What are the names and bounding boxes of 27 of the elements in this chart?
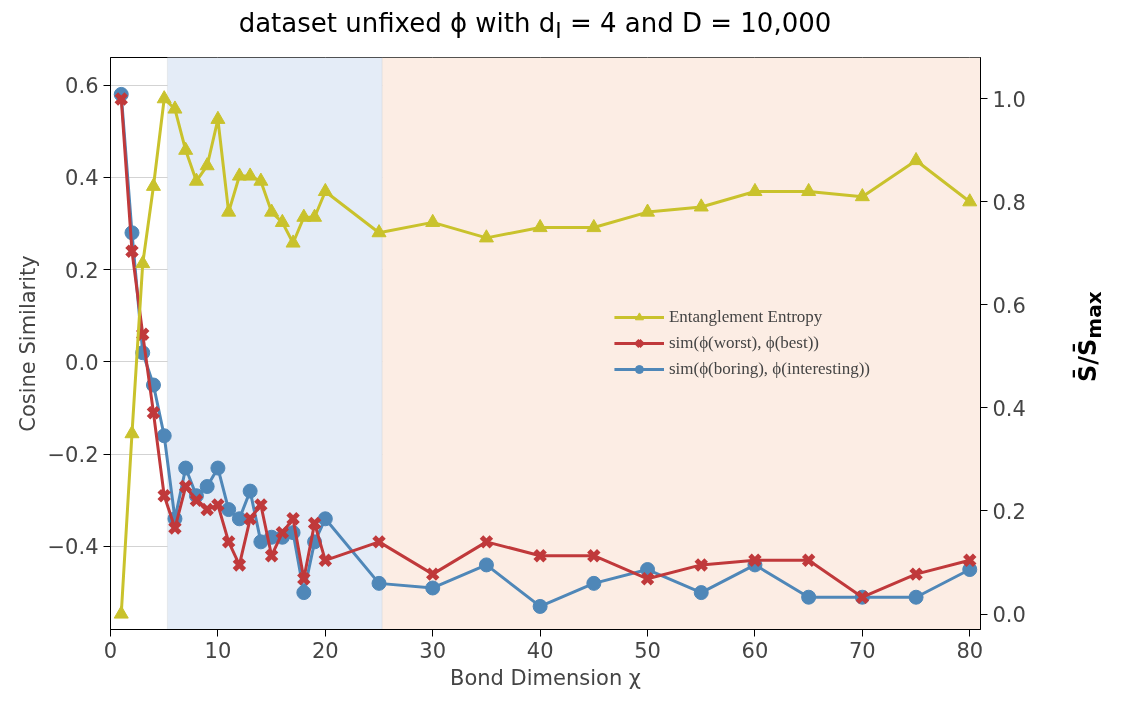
- x-tick-label: 80: [956, 638, 984, 663]
- y-tick-label: 0.6: [65, 74, 99, 99]
- y2-tick-label: 0.8: [992, 190, 1026, 215]
- y-axis-title: Cosine Similarity: [15, 255, 40, 432]
- x-tick-label: 50: [634, 638, 661, 663]
- legend-label: Entanglement Entropy: [668, 307, 823, 328]
- y-tick-label: 0.4: [65, 166, 99, 191]
- y-tick-label: −0.4: [47, 535, 99, 560]
- y2-tick-label: 0.2: [992, 500, 1026, 525]
- legend-label: sim(ϕ(boring), ϕ(interesting)): [668, 359, 870, 380]
- x-tick-label: 0: [103, 638, 118, 663]
- y2-tick-label: 0.6: [992, 293, 1026, 318]
- y-tick-label: 0.2: [65, 258, 99, 283]
- x-tick-label: 10: [204, 638, 232, 663]
- x-tick-label: 40: [526, 638, 554, 663]
- x-tick-label: 60: [741, 638, 769, 663]
- y2-tick-label: 0.4: [992, 397, 1026, 422]
- x-axis-title: Bond Dimension χ: [450, 665, 641, 690]
- x-tick-label: 70: [848, 638, 876, 663]
- y-tick-label: −0.2: [47, 443, 99, 468]
- y-tick-label: 0.0: [65, 351, 99, 376]
- legend-label: sim(ϕ(worst), ϕ(best)): [668, 333, 820, 354]
- x-tick-label: 30: [419, 638, 447, 663]
- y2-tick-label: 0.0: [992, 603, 1026, 628]
- chart-title: dataset unfixed ϕ with d$_{I}$ = 4 and D = 10,000: [238, 7, 832, 46]
- x-tick-label: 20: [311, 638, 339, 663]
- y2-tick-label: 1.0: [992, 87, 1026, 112]
